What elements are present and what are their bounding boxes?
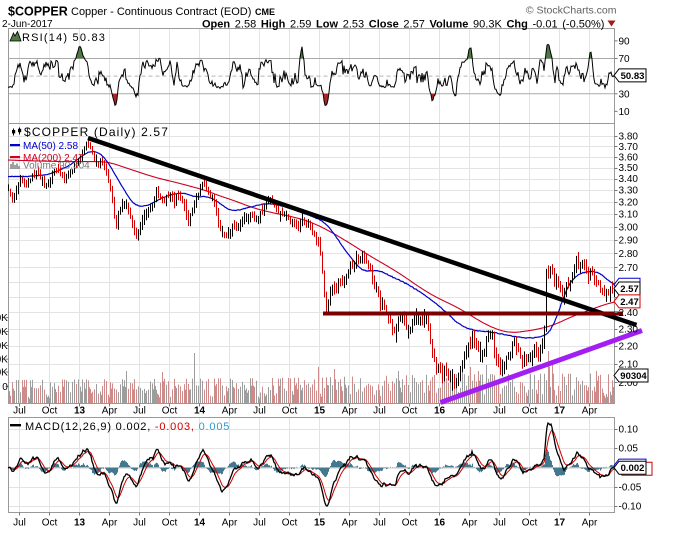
svg-text:3.20: 3.20 bbox=[619, 198, 639, 209]
svg-text:90304: 90304 bbox=[620, 371, 647, 382]
svg-text:17: 17 bbox=[554, 406, 566, 417]
svg-text:2.57: 2.57 bbox=[620, 284, 639, 295]
svg-text:50.83: 50.83 bbox=[621, 71, 645, 82]
svg-text:3.40: 3.40 bbox=[619, 174, 639, 185]
svg-text:Jul: Jul bbox=[373, 518, 386, 529]
svg-text:Oct: Oct bbox=[162, 406, 178, 417]
svg-text:CME: CME bbox=[255, 7, 275, 17]
svg-text:Jul: Jul bbox=[493, 518, 506, 529]
svg-text:Jul: Jul bbox=[133, 518, 146, 529]
svg-text:Apr: Apr bbox=[462, 518, 478, 529]
svg-text:2.47: 2.47 bbox=[620, 297, 639, 308]
svg-text:10: 10 bbox=[619, 107, 631, 118]
svg-text:0.10: 0.10 bbox=[619, 424, 639, 435]
svg-text:2.40: 2.40 bbox=[619, 308, 639, 319]
svg-text:Apr: Apr bbox=[222, 518, 238, 529]
svg-text:Apr: Apr bbox=[102, 406, 118, 417]
svg-text:2.90: 2.90 bbox=[619, 235, 639, 246]
svg-text:Open 2.58 High 2.59 Low 2.53 C: Open 2.58 High 2.59 Low 2.53 Close 2.57 … bbox=[202, 19, 604, 31]
svg-text:3.60: 3.60 bbox=[619, 152, 639, 163]
svg-text:13: 13 bbox=[74, 518, 86, 529]
svg-text:Oct: Oct bbox=[522, 518, 538, 529]
svg-text:Oct: Oct bbox=[282, 518, 298, 529]
svg-text:3.00: 3.00 bbox=[619, 222, 639, 233]
svg-text:2.70: 2.70 bbox=[619, 263, 639, 274]
svg-text:MACD(12,26,9) 0.002, -0.003, 0: MACD(12,26,9) 0.002, -0.003, 0.005 bbox=[25, 421, 230, 433]
svg-text:0: 0 bbox=[2, 382, 8, 393]
svg-text:0.002: 0.002 bbox=[621, 463, 645, 474]
svg-text:90: 90 bbox=[619, 36, 631, 47]
svg-text:2.10: 2.10 bbox=[619, 359, 639, 370]
svg-text:Jul: Jul bbox=[13, 518, 26, 529]
svg-text:Oct: Oct bbox=[282, 406, 298, 417]
svg-text:Oct: Oct bbox=[162, 518, 178, 529]
svg-text:Apr: Apr bbox=[222, 406, 238, 417]
svg-text:© StockCharts.com: © StockCharts.com bbox=[526, 5, 617, 17]
svg-text:150K: 150K bbox=[0, 341, 8, 352]
svg-text:30: 30 bbox=[619, 89, 631, 100]
svg-text:Oct: Oct bbox=[42, 518, 58, 529]
svg-text:3.10: 3.10 bbox=[619, 210, 639, 221]
svg-text:Oct: Oct bbox=[402, 406, 418, 417]
svg-text:Jul: Jul bbox=[493, 406, 506, 417]
svg-text:Jul: Jul bbox=[133, 406, 146, 417]
svg-text:Jul: Jul bbox=[373, 406, 386, 417]
svg-text:Apr: Apr bbox=[342, 406, 358, 417]
svg-text:Jul: Jul bbox=[253, 518, 266, 529]
svg-text:17: 17 bbox=[554, 518, 566, 529]
svg-text:15: 15 bbox=[314, 406, 326, 417]
svg-text:Apr: Apr bbox=[342, 518, 358, 529]
svg-text:MA(200) 2.47: MA(200) 2.47 bbox=[23, 153, 84, 164]
svg-text:3.30: 3.30 bbox=[619, 186, 639, 197]
svg-text:70: 70 bbox=[619, 54, 631, 65]
svg-text:2.80: 2.80 bbox=[619, 249, 639, 260]
svg-text:MA(50) 2.58: MA(50) 2.58 bbox=[23, 141, 78, 152]
svg-text:Jul: Jul bbox=[13, 406, 26, 417]
svg-text:0.05: 0.05 bbox=[619, 444, 639, 455]
svg-text:Copper - Continuous Contract (: Copper - Continuous Contract (EOD) bbox=[71, 6, 251, 18]
svg-text:3.80: 3.80 bbox=[619, 132, 639, 143]
svg-text:Apr: Apr bbox=[582, 406, 598, 417]
svg-text:$COPPER: $COPPER bbox=[8, 5, 68, 19]
svg-text:Apr: Apr bbox=[102, 518, 118, 529]
svg-text:3.50: 3.50 bbox=[619, 163, 639, 174]
svg-text:16: 16 bbox=[434, 518, 446, 529]
svg-text:Jul: Jul bbox=[253, 406, 266, 417]
svg-text:Apr: Apr bbox=[462, 406, 478, 417]
svg-text:13: 13 bbox=[74, 406, 86, 417]
svg-text:2.00: 2.00 bbox=[619, 378, 639, 389]
svg-text:2-Jun-2017: 2-Jun-2017 bbox=[2, 19, 53, 30]
svg-text:250K: 250K bbox=[0, 313, 8, 324]
svg-text:Apr: Apr bbox=[582, 518, 598, 529]
svg-text:3.70: 3.70 bbox=[619, 142, 639, 153]
svg-text:2.30: 2.30 bbox=[619, 324, 639, 335]
svg-text:200K: 200K bbox=[0, 327, 8, 338]
svg-text:50K: 50K bbox=[0, 368, 8, 379]
svg-text:$COPPER (Daily) 2.57: $COPPER (Daily) 2.57 bbox=[24, 125, 169, 139]
svg-text:100K: 100K bbox=[0, 355, 8, 366]
svg-text:Oct: Oct bbox=[522, 406, 538, 417]
svg-text:2.20: 2.20 bbox=[619, 341, 639, 352]
svg-text:14: 14 bbox=[194, 406, 206, 417]
svg-text:RSI(14) 50.83: RSI(14) 50.83 bbox=[22, 32, 106, 44]
svg-text:Oct: Oct bbox=[402, 518, 418, 529]
svg-text:-0.10: -0.10 bbox=[619, 502, 642, 513]
svg-text:-0.05: -0.05 bbox=[619, 482, 642, 493]
svg-text:Volume 90,304: Volume 90,304 bbox=[23, 161, 90, 172]
svg-text:15: 15 bbox=[314, 518, 326, 529]
svg-text:Oct: Oct bbox=[42, 406, 58, 417]
svg-text:14: 14 bbox=[194, 518, 206, 529]
svg-text:16: 16 bbox=[434, 406, 446, 417]
